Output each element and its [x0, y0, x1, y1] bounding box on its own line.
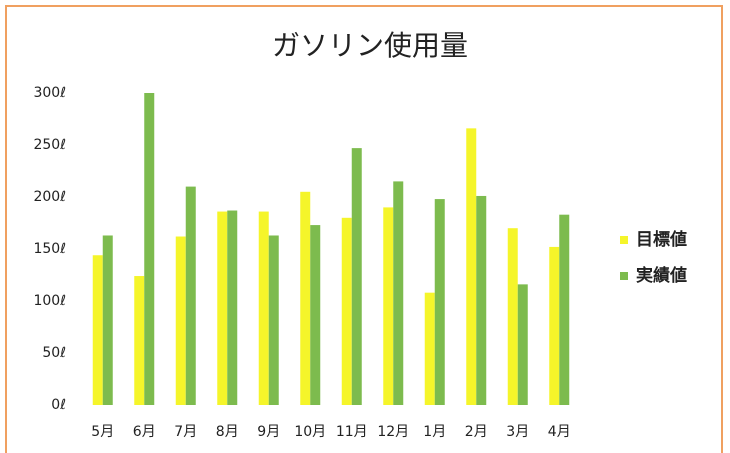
bar — [476, 195, 487, 405]
y-tick-label: 100ℓ — [33, 293, 66, 309]
bar — [434, 199, 445, 405]
bar — [310, 225, 321, 405]
bar — [341, 217, 352, 405]
legend-swatch — [620, 272, 628, 280]
x-tick-label: 5月 — [91, 424, 114, 440]
x-tick-label: 9月 — [257, 424, 280, 440]
y-tick-label: 150ℓ — [33, 241, 66, 257]
x-tick-label: 10月 — [294, 424, 326, 440]
bar — [144, 93, 155, 405]
bar — [351, 148, 362, 405]
bar — [517, 284, 528, 405]
x-tick-label: 11月 — [336, 424, 368, 440]
bar — [559, 214, 570, 405]
bar — [393, 181, 404, 405]
x-tick-label: 7月 — [174, 424, 197, 440]
bar — [185, 186, 196, 405]
x-tick-label: 8月 — [216, 424, 239, 440]
bar — [102, 235, 113, 405]
y-tick-label: 200ℓ — [33, 189, 66, 205]
bar — [217, 211, 228, 405]
y-tick-label: 0ℓ — [51, 397, 66, 413]
bar — [134, 276, 145, 405]
bar — [175, 236, 186, 405]
bar — [92, 255, 103, 405]
y-tick-label: 300ℓ — [33, 85, 66, 101]
bar — [227, 210, 238, 405]
chart-border — [5, 5, 723, 453]
bar — [258, 211, 269, 405]
y-tick-label: 250ℓ — [33, 137, 66, 153]
legend-label: 実績値 — [636, 265, 687, 286]
x-tick-label: 4月 — [548, 424, 571, 440]
y-tick-label: 50ℓ — [42, 345, 66, 361]
bar — [300, 191, 311, 405]
x-tick-label: 12月 — [377, 424, 409, 440]
bar — [383, 207, 394, 405]
legend-label: 目標値 — [636, 229, 687, 250]
bar — [507, 228, 518, 405]
bar — [268, 235, 279, 405]
x-tick-label: 2月 — [465, 424, 488, 440]
x-tick-label: 3月 — [506, 424, 529, 440]
bar — [549, 246, 560, 405]
x-tick-label: 1月 — [423, 424, 446, 440]
bar — [466, 128, 477, 406]
legend-swatch — [620, 236, 628, 244]
x-tick-label: 6月 — [133, 424, 156, 440]
chart-title: ガソリン使用量 — [272, 29, 468, 62]
bar — [424, 292, 435, 405]
